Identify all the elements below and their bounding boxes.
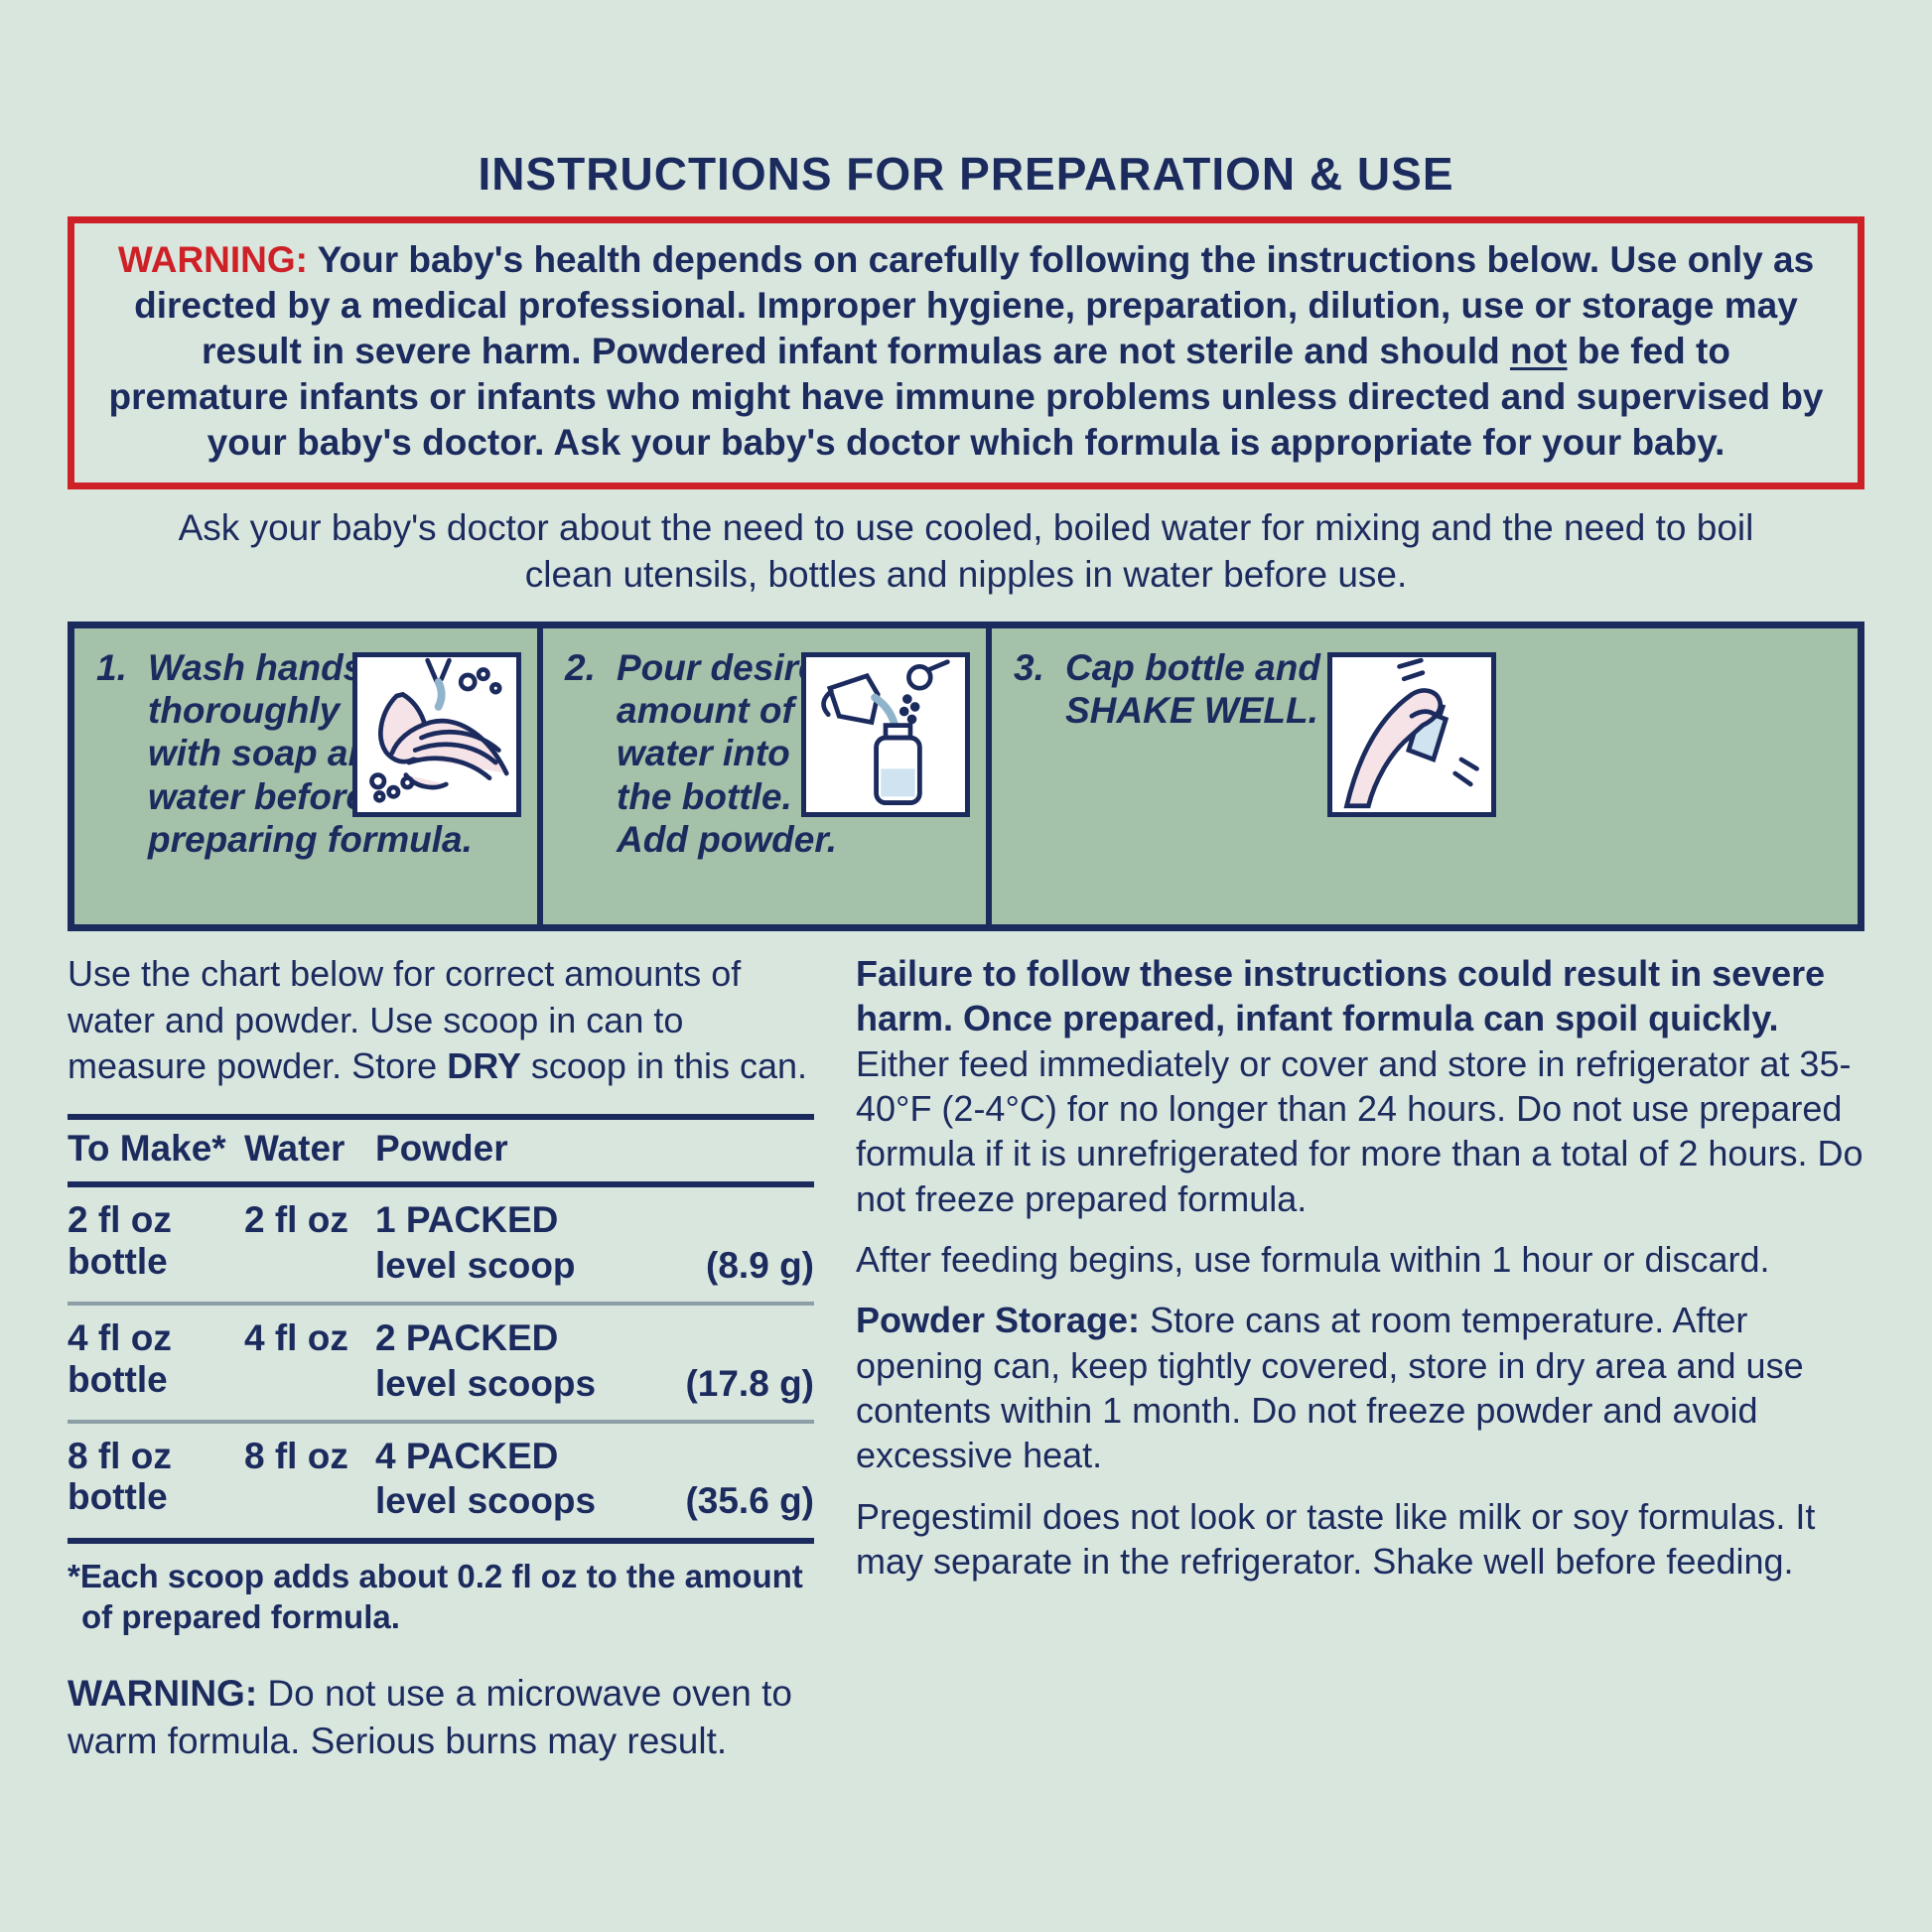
page-title: INSTRUCTIONS FOR PREPARATION & USE [478, 148, 1454, 200]
scoop-footnote: *Each scoop adds about 0.2 fl oz to the … [68, 1557, 803, 1636]
preparation-steps: 1. Wash hands thoroughly with soap and w… [68, 621, 1864, 931]
table-row-2floz: 2 fl oz bottle 2 fl oz 1 PACKED level sc… [68, 1187, 814, 1307]
powder-grams: (8.9 g) [706, 1244, 814, 1286]
chart-intro-text-end: scoop in this can. [520, 1045, 808, 1087]
pour-water-icon [801, 651, 970, 817]
wash-hands-icon [352, 651, 521, 817]
step-1-wash-hands: 1. Wash hands thoroughly with soap and w… [74, 627, 543, 924]
warning-box: WARNING: Your baby's health depends on c… [68, 216, 1864, 490]
two-column-body: Use the chart below for correct amounts … [68, 951, 1864, 1803]
warning-label: WARNING: [117, 239, 308, 280]
step-2-pour-water: 2. Pour desired amount of water into the… [543, 627, 992, 924]
warning-underlined-not: not [1509, 330, 1568, 371]
step-3-number: 3. [1014, 646, 1044, 688]
step-3-body: Cap bottle and SHAKE WELL. [1065, 646, 1320, 732]
table-row-4floz: 4 fl oz bottle 4 fl oz 2 PACKED level sc… [68, 1306, 814, 1425]
powder-grams: (17.8 g) [685, 1362, 814, 1404]
cell-powder: 1 PACKED level scoop (8.9 g) [375, 1199, 814, 1286]
dry-emphasis: DRY [447, 1045, 521, 1087]
cell-to-make: 4 fl oz bottle [68, 1317, 172, 1400]
microwave-warning: WARNING: Do not use a microwave oven to … [68, 1670, 814, 1765]
ask-doctor-note: Ask your baby's doctor about the need to… [178, 507, 1754, 595]
mixing-table: To Make* Water Powder 2 fl oz bottle 2 f… [68, 1114, 814, 1544]
cell-powder: 4 PACKED level scoops (35.6 g) [375, 1436, 814, 1522]
powder-storage-label: Powder Storage: [856, 1300, 1141, 1341]
step-2-text: 2. Pour desired amount of water into the… [565, 646, 986, 861]
powder-storage-text: Store cans at room temperature. After op… [856, 1300, 1804, 1476]
microwave-warning-label: WARNING: [68, 1673, 258, 1715]
feeding-note: After feeding begins, use formula within… [856, 1239, 1770, 1281]
cell-water: 4 fl oz [244, 1317, 348, 1359]
microwave-warning-text: Do not use a microwave oven to warm form… [68, 1673, 792, 1762]
warning-text: Your baby's health depends on carefully … [134, 239, 1815, 371]
cell-to-make: 8 fl oz bottle [68, 1436, 172, 1518]
chart-intro-text: Use the chart below for correct amounts … [68, 952, 742, 1087]
powder-scoop-text: level scoops [375, 1362, 597, 1404]
warning-text-continued: be fed to premature infants or infants w… [108, 330, 1824, 463]
spoilage-warning-rest: Either feed immediately or cover and sto… [856, 1042, 1863, 1219]
shake-bottle-icon [1327, 651, 1496, 817]
table-header-water: Water [244, 1128, 345, 1170]
step-2-body: Pour desired amount of water into the bo… [617, 646, 842, 860]
table-row-8floz: 8 fl oz bottle 8 fl oz 4 PACKED level sc… [68, 1424, 814, 1544]
powder-grams: (35.6 g) [685, 1480, 814, 1522]
powder-storage: Powder Storage: Store cans at room tempe… [856, 1298, 1864, 1477]
powder-amount: 1 PACKED [375, 1199, 559, 1241]
product-note: Pregestimil does not look or taste like … [856, 1495, 1816, 1583]
powder-amount: 2 PACKED [375, 1317, 559, 1359]
step-1-number: 1. [96, 646, 127, 688]
cell-powder: 2 PACKED level scoops (17.8 g) [375, 1317, 814, 1404]
mixing-chart-column: Use the chart below for correct amounts … [68, 951, 814, 1803]
table-header-row: To Make* Water Powder [68, 1114, 814, 1188]
storage-instructions-column: Failure to follow these instructions cou… [856, 951, 1864, 1803]
cell-to-make: 2 fl oz bottle [68, 1199, 172, 1282]
powder-scoop-text: level scoops [375, 1480, 597, 1522]
powder-scoop-text: level scoop [375, 1244, 576, 1286]
powder-amount: 4 PACKED [375, 1436, 559, 1477]
chart-intro: Use the chart below for correct amounts … [68, 951, 814, 1090]
cell-water: 2 fl oz [244, 1199, 348, 1241]
table-header-powder: Powder [375, 1128, 508, 1170]
spoilage-warning: Failure to follow these instructions cou… [856, 951, 1864, 1221]
spoilage-warning-lead: Failure to follow these instructions cou… [856, 952, 1826, 1039]
step-3-shake-well: 3. Cap bottle and SHAKE WELL. [992, 628, 1858, 924]
cell-water: 8 fl oz [244, 1436, 348, 1477]
step-2-number: 2. [565, 646, 596, 688]
table-header-to-make: To Make* [68, 1128, 226, 1170]
step-3-text: 3. Cap bottle and SHAKE WELL. [1014, 646, 1858, 733]
